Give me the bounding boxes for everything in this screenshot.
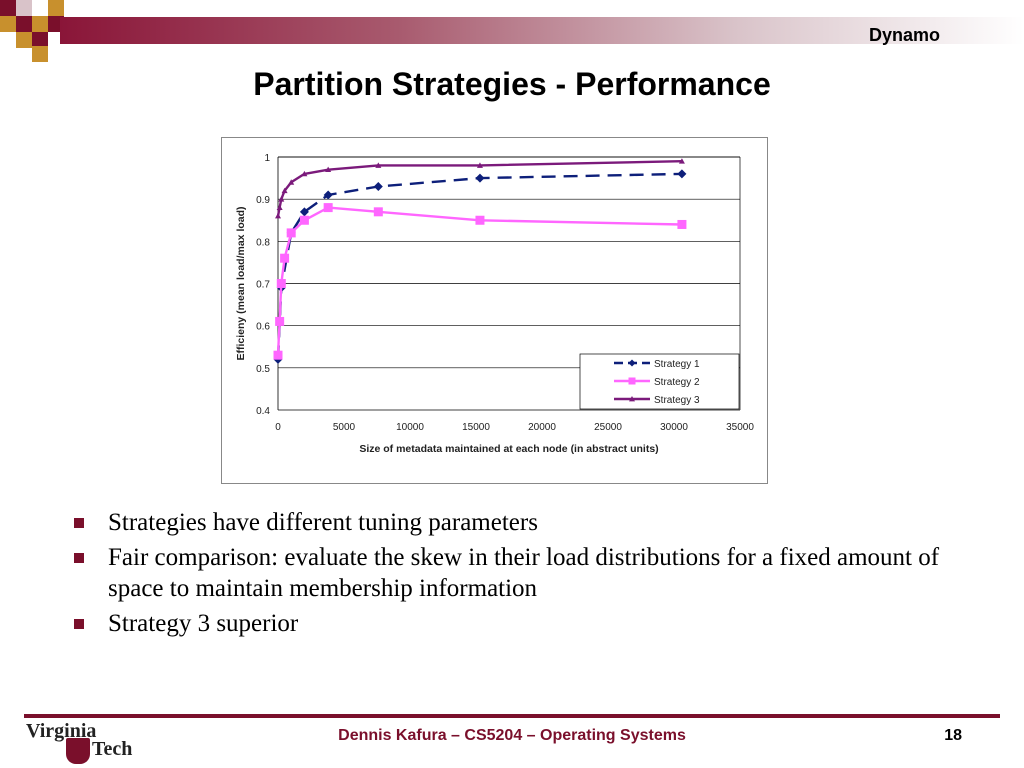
x-tick-label: 10000 bbox=[396, 422, 424, 433]
legend-label: Strategy 3 bbox=[654, 395, 700, 406]
bullet-item: Strategy 3 superior bbox=[70, 608, 970, 639]
data-point-triangle bbox=[325, 166, 332, 173]
data-point-triangle bbox=[278, 196, 285, 202]
footer-caption: Dennis Kafura – CS5204 – Operating Syste… bbox=[338, 727, 686, 744]
data-point-triangle bbox=[678, 158, 685, 164]
data-point-square bbox=[276, 279, 286, 288]
data-point-square bbox=[299, 215, 309, 225]
data-point-triangle bbox=[281, 187, 288, 194]
data-point-square bbox=[628, 377, 636, 385]
data-point-triangle bbox=[301, 170, 308, 177]
data-point-triangle bbox=[375, 162, 382, 168]
bullet-square-icon bbox=[74, 553, 84, 563]
data-point-diamond bbox=[677, 169, 687, 179]
data-point-triangle bbox=[629, 396, 635, 402]
data-point-square bbox=[323, 203, 333, 213]
data-point-triangle bbox=[288, 179, 295, 185]
series-line-strategy-2 bbox=[276, 206, 682, 356]
course-tag: Dynamo bbox=[868, 25, 940, 45]
series-line-strategy-3 bbox=[276, 160, 682, 217]
bullet-list: Strategies have different tuning paramet… bbox=[70, 507, 970, 643]
data-point-diamond bbox=[373, 182, 383, 192]
data-point-square bbox=[273, 350, 283, 360]
slide-title: Partition Strategies - Performance bbox=[253, 66, 771, 102]
y-tick-label: 0.4 bbox=[256, 406, 270, 417]
x-tick-label: 20000 bbox=[528, 422, 556, 433]
shield-icon bbox=[66, 738, 90, 764]
y-tick-label: 1 bbox=[264, 153, 270, 164]
data-point-square bbox=[475, 215, 485, 225]
data-point-diamond bbox=[475, 173, 485, 183]
x-tick-label: 5000 bbox=[333, 422, 356, 433]
data-point-square bbox=[286, 228, 296, 238]
bullet-square-icon bbox=[74, 518, 84, 528]
data-point-square bbox=[280, 253, 290, 263]
x-tick-label: 15000 bbox=[462, 422, 490, 433]
data-point-square bbox=[275, 316, 285, 326]
data-point-square bbox=[677, 219, 687, 229]
y-tick-label: 0.8 bbox=[256, 237, 270, 248]
x-tick-label: 35000 bbox=[726, 422, 754, 433]
data-point-square bbox=[373, 207, 383, 217]
legend-box bbox=[579, 353, 740, 410]
bullet-item: Fair comparison: evaluate the skew in th… bbox=[70, 542, 970, 604]
y-tick-label: 0.5 bbox=[256, 364, 270, 375]
data-point-diamond bbox=[628, 359, 636, 367]
data-point-triangle bbox=[476, 162, 483, 168]
y-axis-label: Efficieny (mean load/max load) bbox=[235, 206, 247, 360]
y-tick-label: 0.6 bbox=[256, 322, 270, 333]
chart-svg: 0.4 0.5 0.6 0.7 0.8 0.9 1 0 5000 10000 15000 20000 2… bbox=[235, 153, 754, 455]
legend-label: Strategy 2 bbox=[654, 377, 700, 388]
data-point-triangle bbox=[276, 204, 283, 210]
data-point-diamond bbox=[323, 190, 333, 200]
y-tick-label: 0.7 bbox=[256, 280, 270, 291]
x-tick-label: 25000 bbox=[594, 422, 622, 433]
x-tick-label: 0 bbox=[275, 422, 281, 433]
title-decoration bbox=[0, 0, 1024, 62]
y-tick-label: 0.9 bbox=[256, 195, 270, 206]
page-number: 18 bbox=[944, 727, 962, 744]
data-point-diamond bbox=[299, 207, 309, 217]
bullet-item: Strategies have different tuning paramet… bbox=[70, 507, 970, 538]
x-tick-label: 30000 bbox=[660, 422, 688, 433]
bullet-square-icon bbox=[74, 619, 84, 629]
legend-label: Strategy 1 bbox=[654, 359, 700, 370]
data-point-triangle bbox=[275, 213, 281, 219]
series-line-strategy-1 bbox=[276, 172, 682, 360]
footer-rule bbox=[24, 714, 1000, 718]
x-axis-label: Size of metadata maintained at each node… bbox=[359, 443, 658, 455]
virginia-tech-logo: Virginia Tech bbox=[26, 720, 136, 768]
efficiency-chart: 0.4 0.5 0.6 0.7 0.8 0.9 1 0 5000 10000 15000 20000 2… bbox=[221, 137, 768, 484]
